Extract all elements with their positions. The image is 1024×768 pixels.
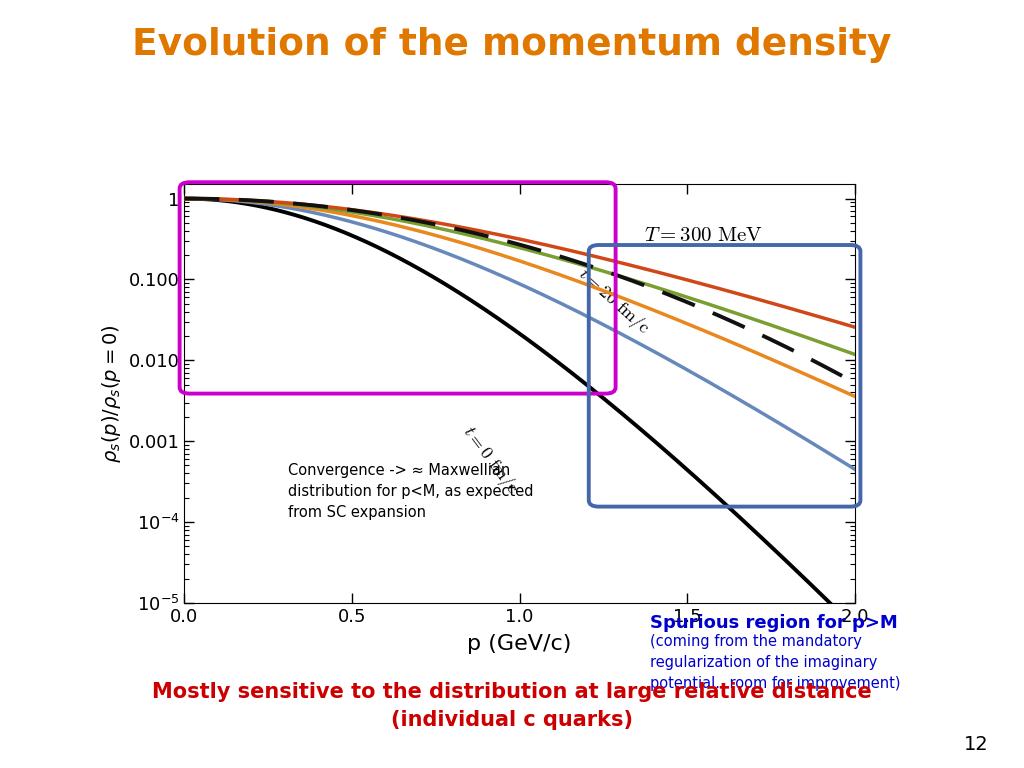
Text: Spurious region for p>M: Spurious region for p>M (650, 614, 898, 632)
Text: $T = 300\ \mathrm{MeV}$: $T = 300\ \mathrm{MeV}$ (644, 224, 762, 244)
Text: Evolution of the momentum density: Evolution of the momentum density (132, 27, 892, 63)
Y-axis label: $\rho_s(p)/\rho_s(p=0)$: $\rho_s(p)/\rho_s(p=0)$ (100, 324, 123, 463)
Text: Convergence -> ≈ Maxwellian
distribution for p<M, as expected
from SC expansion: Convergence -> ≈ Maxwellian distribution… (289, 463, 534, 521)
Text: Mostly sensitive to the distribution at large relative distance
(individual c qu: Mostly sensitive to the distribution at … (153, 682, 871, 730)
X-axis label: p (GeV/c): p (GeV/c) (468, 634, 571, 654)
Text: (coming from the mandatory
regularization of the imaginary
potential...room for : (coming from the mandatory regularizatio… (650, 634, 901, 690)
Text: 12: 12 (964, 735, 988, 754)
Text: $t = 20\ \mathrm{fm/c}$: $t = 20\ \mathrm{fm/c}$ (573, 263, 654, 339)
Text: $t = 0\ \mathrm{fm/c}$: $t = 0\ \mathrm{fm/c}$ (457, 422, 522, 499)
